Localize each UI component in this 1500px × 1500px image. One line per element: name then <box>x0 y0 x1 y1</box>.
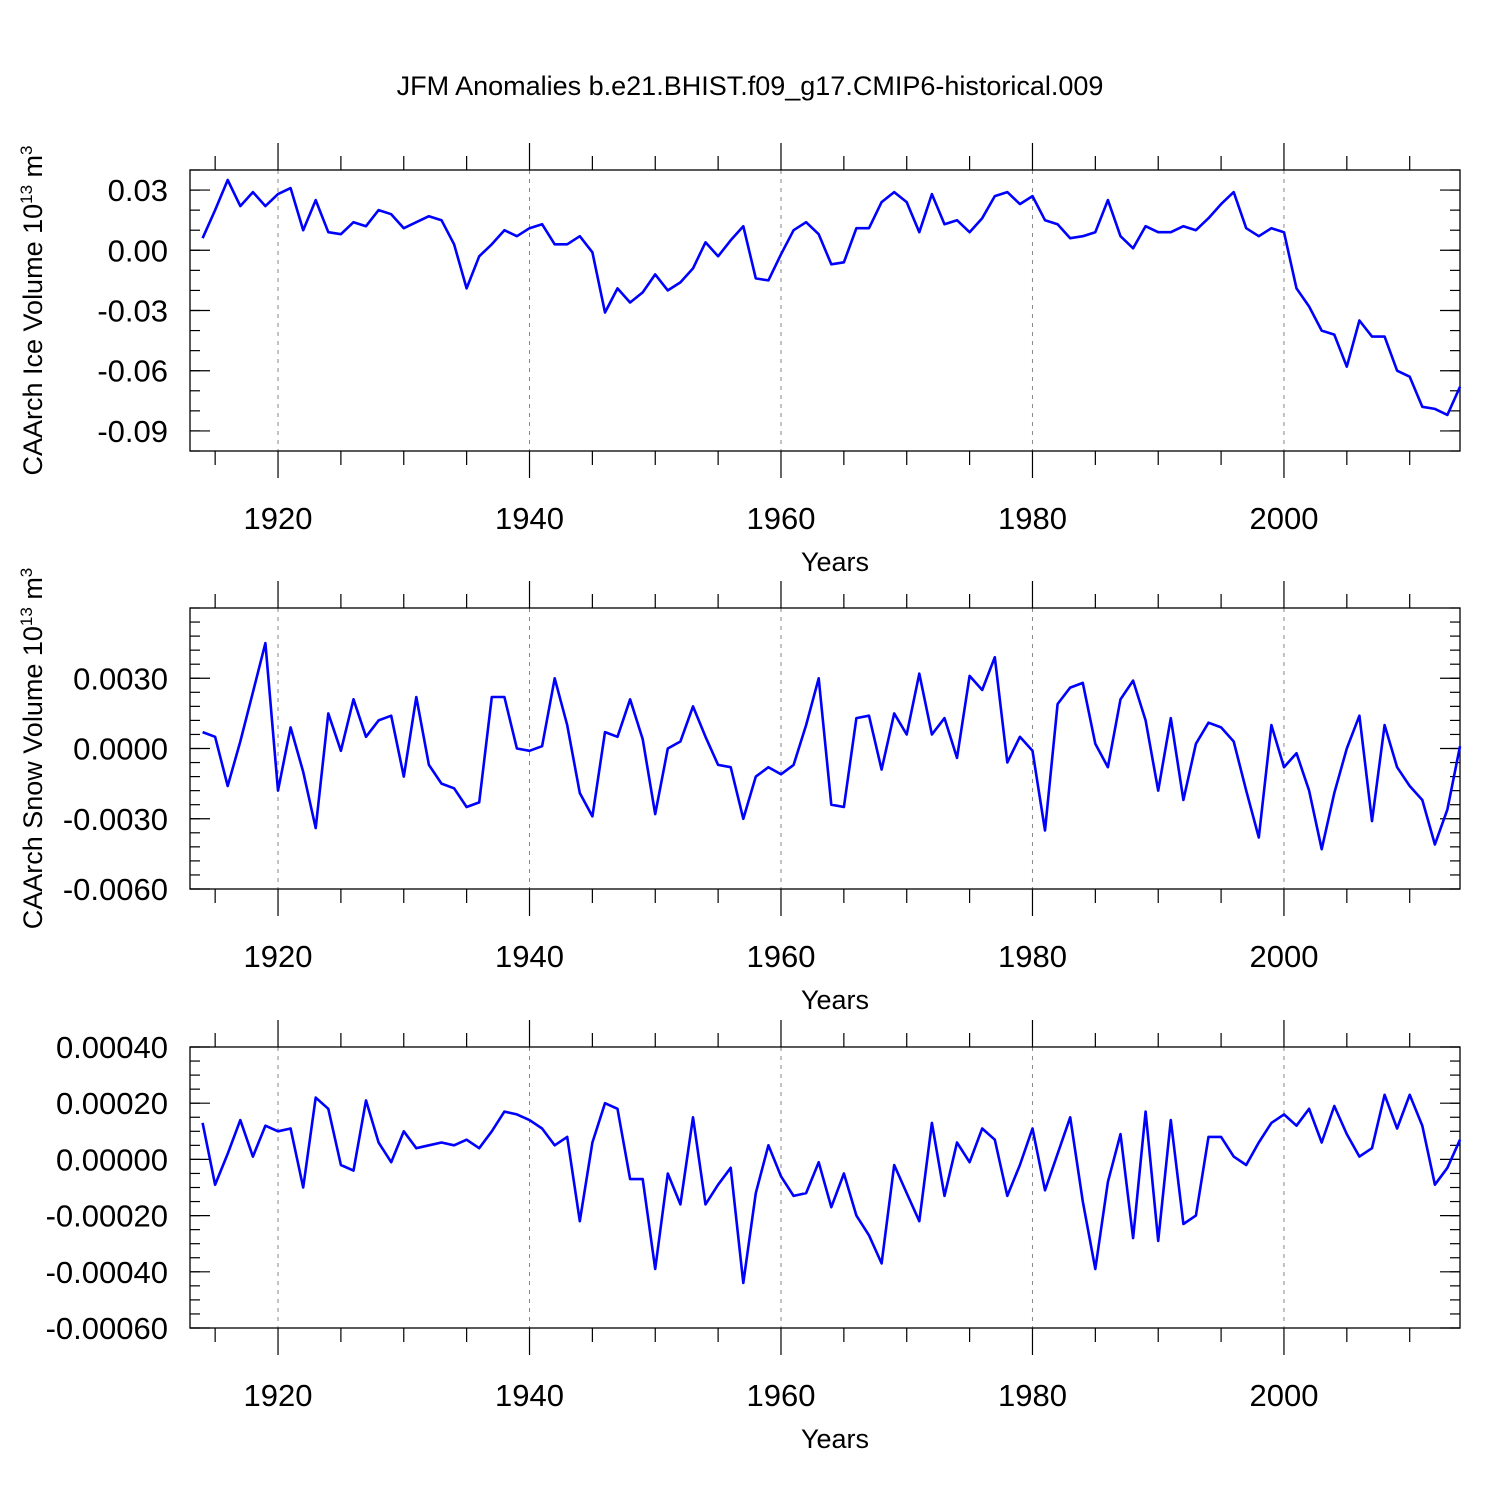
x-axis-title: Years <box>801 547 869 577</box>
y-axis-title: CAArch Ice Volume 1013 m3 <box>17 145 48 475</box>
panel-snow-volume: 0.0030 0.0000 -0.0030 -0.0060 1920 1940 1960 19… <box>17 568 1462 1015</box>
y-tick-label: -0.06 <box>97 354 168 389</box>
y-tick-label: 0.0000 <box>73 732 168 767</box>
x-tick-label: 2000 <box>1249 1378 1318 1413</box>
plot-frame <box>189 169 1461 452</box>
x-tick-label: 1940 <box>495 1378 564 1413</box>
series-line <box>201 1093 1462 1285</box>
y-axis-title-text: CAArch Ice Volume 10 <box>18 204 48 476</box>
y-tick-label: -0.03 <box>97 294 168 329</box>
y-tick-label: 0.00000 <box>56 1142 168 1177</box>
x-axis-title: Years <box>801 1424 869 1454</box>
x-tick-label: 1980 <box>998 939 1067 974</box>
x-tick-label: 1980 <box>998 1378 1067 1413</box>
series-line <box>202 641 1462 851</box>
y-tick-label: -0.0030 <box>63 802 168 837</box>
y-axis-title-sup2: 3 <box>17 568 36 577</box>
y-axis-title-sup1: 13 <box>17 185 36 204</box>
x-tick-label: 1920 <box>244 501 313 536</box>
x-tick-label: 1960 <box>747 939 816 974</box>
y-axis-title-text: CAArch Snow Volume 10 <box>18 626 48 929</box>
series-line <box>201 178 1462 417</box>
y-axis-title-sup2: 3 <box>17 145 36 154</box>
y-tick-label: -0.00020 <box>46 1199 168 1234</box>
x-tick-label: 2000 <box>1249 939 1318 974</box>
x-axis-title: Years <box>801 985 869 1015</box>
panel-ice-volume: 0.03 0.00 -0.03 -0.06 -0.09 1920 1940 1960 1980 2… <box>17 143 1462 577</box>
x-tick-label: 2000 <box>1249 501 1318 536</box>
x-tick-label: 1940 <box>495 501 564 536</box>
y-tick-label: 0.00040 <box>56 1030 168 1065</box>
y-tick-label: 0.0030 <box>73 661 168 696</box>
y-tick-label: 0.00020 <box>56 1086 168 1121</box>
x-tick-label: 1980 <box>998 501 1067 536</box>
y-tick-label: -0.00060 <box>46 1311 168 1346</box>
chart-title: JFM Anomalies b.e21.BHIST.f09_g17.CMIP6-… <box>397 71 1104 101</box>
y-axis-title-sup1: 13 <box>17 607 36 626</box>
y-axis-title-unit: m <box>18 155 48 185</box>
x-tick-label: 1920 <box>244 939 313 974</box>
x-tick-label: 1960 <box>747 501 816 536</box>
x-tick-label: 1920 <box>244 1378 313 1413</box>
y-axis-title: CAArch Snow Volume 1013 m3 <box>17 568 48 930</box>
panel-third-panel: 0.00040 0.00020 0.00000 -0.00020 -0.00040 -0.… <box>46 1020 1462 1454</box>
x-tick-label: 1960 <box>747 1378 816 1413</box>
y-tick-label: 0.00 <box>108 233 168 268</box>
x-tick-label: 1940 <box>495 939 564 974</box>
y-tick-label: 0.03 <box>108 173 168 208</box>
y-axis-title-unit: m <box>18 577 48 607</box>
y-tick-label: -0.09 <box>97 414 168 449</box>
y-tick-label: -0.00040 <box>46 1255 168 1290</box>
y-tick-label: -0.0060 <box>63 872 168 907</box>
